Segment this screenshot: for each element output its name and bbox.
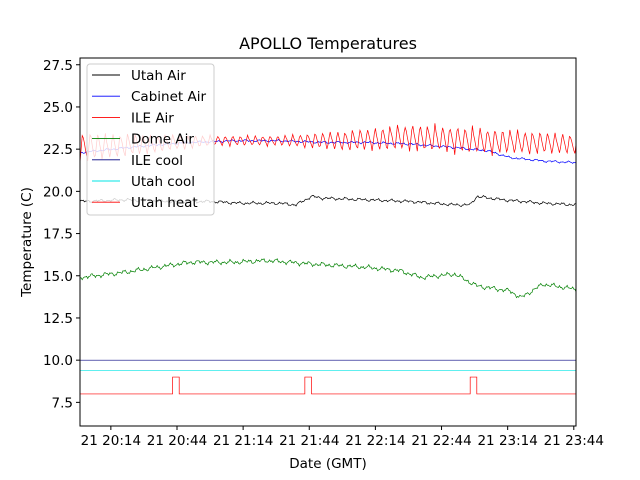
chart-title: APOLLO Temperatures [239,34,417,53]
series-line-dome-air [79,258,577,299]
y-tick-label: 10.0 [43,353,73,369]
x-axis-ticks: 21 20:14 21 20:44 21 21:14 21 21:44 21 22:14… [81,426,604,449]
y-axis-label: Temperature (C) [19,187,35,298]
y-tick-label: 7.5 [52,395,73,411]
x-tick-label: 21 21:14 [213,433,273,449]
x-axis-label: Date (GMT) [289,456,366,472]
x-tick-label: 21 23:44 [544,433,604,449]
y-tick-label: 15.0 [43,269,73,285]
legend-label-dome-air: Dome Air [131,132,194,148]
x-tick-label: 21 23:14 [477,433,537,449]
y-tick-label: 25.0 [43,100,73,116]
y-tick-label: 12.5 [43,311,73,327]
legend-label-ile-air: ILE Air [131,110,174,126]
legend-label-utah-air: Utah Air [131,68,186,84]
x-tick-label: 21 22:14 [345,433,405,449]
legend-box [86,63,215,216]
legend: Utah Air Cabinet Air ILE Air Dome Air ILE co… [86,63,215,216]
y-tick-label: 22.5 [43,142,73,158]
legend-label-utah-heat: Utah heat [131,195,198,211]
legend-label-cabinet-air: Cabinet Air [131,89,206,105]
x-tick-label: 21 22:44 [411,433,471,449]
y-axis-ticks: 7.5 10.0 12.5 15.0 17.5 20.0 22.5 25.0 27.5 [43,58,80,411]
legend-label-ile-cool: ILE cool [131,153,183,169]
series-line-utah-heat [80,376,576,395]
y-tick-label: 17.5 [43,227,73,243]
axes-frame [79,57,577,427]
legend-label-utah-cool: Utah cool [131,174,195,190]
x-tick-label: 21 21:44 [279,433,339,449]
y-tick-label: 27.5 [43,58,73,74]
x-tick-label: 21 20:14 [81,433,141,449]
x-tick-label: 21 20:44 [147,433,207,449]
y-tick-label: 20.0 [43,184,73,200]
